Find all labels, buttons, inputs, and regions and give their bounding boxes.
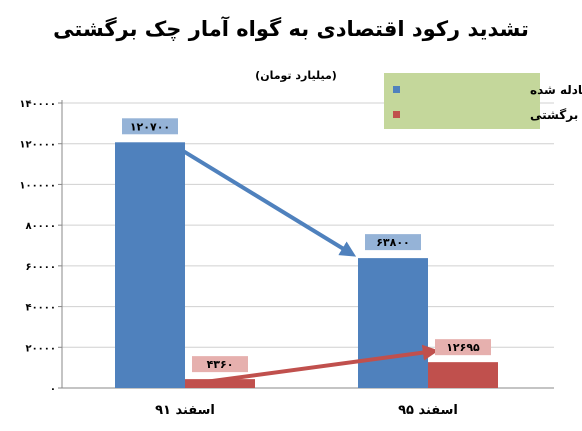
trend-arrow-series-2	[188, 344, 439, 387]
legend-box	[384, 73, 540, 129]
unit-label: (میلیارد تومان)	[255, 69, 337, 82]
y-tick-label: ۱۴۰۰۰۰	[19, 99, 56, 110]
legend-label-series-1: مبلغ چک مبادله شده	[530, 83, 582, 97]
category-labels: اسفند ۹۱ اسفند ۹۵	[155, 403, 458, 418]
y-tick-label: ۰	[50, 384, 56, 395]
data-label-bg	[122, 118, 178, 135]
legend-swatch-series-2	[393, 111, 400, 118]
y-tick-label: ۸۰۰۰۰	[25, 221, 56, 232]
bar-series-1-2	[358, 258, 428, 388]
legend-label-series-2: مبلغ چک برگشتی	[530, 108, 582, 122]
y-axis-ticks: ۰ ۲۰۰۰۰ ۴۰۰۰۰ ۶۰۰۰۰ ۸۰۰۰۰ ۱۰۰۰۰۰ ۱۲۰۰۰۰ ۱۴۰۰۰۰	[19, 99, 62, 395]
data-label-bg	[435, 339, 491, 356]
y-tick-label: ۴۰۰۰۰	[25, 303, 56, 314]
chart-title: تشدید رکود اقتصادی به گواه آمار چک برگشت…	[53, 16, 529, 41]
legend-swatch-series-1	[393, 86, 400, 93]
y-tick-label: ۱۰۰۰۰۰	[19, 180, 56, 191]
data-label-series-1-2: ۶۳۸۰۰	[376, 236, 410, 249]
data-labels: ۱۲۰۷۰۰ ۶۳۸۰۰ ۴۳۶۰ ۱۲۶۹۵	[122, 118, 491, 373]
data-label-bg	[365, 234, 421, 251]
y-tick-label: ۱۲۰۰۰۰	[19, 140, 56, 151]
bars	[115, 142, 498, 388]
data-label-series-2-2: ۱۲۶۹۵	[446, 341, 480, 354]
trend-arrows	[180, 148, 439, 387]
bar-series-2-2	[428, 362, 498, 388]
data-label-bg	[192, 356, 248, 373]
data-label-series-1-1: ۱۲۰۷۰۰	[130, 120, 170, 133]
bar-series-2-1	[185, 379, 255, 388]
bar-series-1-1	[115, 142, 185, 388]
y-tick-label: ۶۰۰۰۰	[25, 262, 56, 273]
y-tick-label: ۲۰۰۰۰	[25, 343, 56, 354]
trend-arrow-series-1	[180, 148, 357, 257]
x-category-label: اسفند ۹۱	[155, 403, 215, 418]
legend: مبلغ چک مبادله شده مبلغ چک برگشتی	[384, 73, 582, 129]
data-label-series-2-1: ۴۳۶۰	[207, 358, 234, 371]
x-category-label: اسفند ۹۵	[398, 403, 458, 418]
